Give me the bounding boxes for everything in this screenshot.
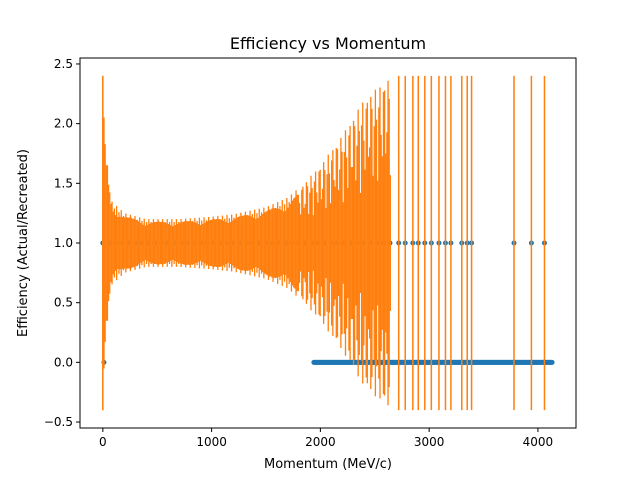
- x-tick-label: 0: [99, 435, 107, 449]
- y-axis-label: Efficiency (Actual/Recreated): [16, 149, 31, 337]
- y-tick-label: 1.0: [54, 236, 73, 250]
- y-tick-label: 0.0: [54, 355, 73, 369]
- chart-title: Efficiency vs Momentum: [230, 34, 426, 53]
- x-tick-label: 1000: [196, 435, 227, 449]
- y-tick-label: 1.5: [54, 176, 73, 190]
- y-tick-label: −0.5: [44, 415, 73, 429]
- plot-marks: [100, 75, 555, 411]
- x-axis-label: Momentum (MeV/c): [264, 457, 392, 472]
- x-axis-ticks: 0 1000 2000 3000 4000: [99, 428, 553, 449]
- x-tick-label: 3000: [414, 435, 445, 449]
- y-tick-label: 0.5: [54, 296, 73, 310]
- y-tick-label: 2.0: [54, 117, 73, 131]
- y-tick-label: 2.5: [54, 57, 73, 71]
- x-tick-label: 2000: [305, 435, 336, 449]
- data-point: [549, 359, 555, 365]
- x-tick-label: 4000: [523, 435, 554, 449]
- y-axis-ticks: −0.5 0.0 0.5 1.0 1.5 2.0 2.5: [44, 57, 80, 429]
